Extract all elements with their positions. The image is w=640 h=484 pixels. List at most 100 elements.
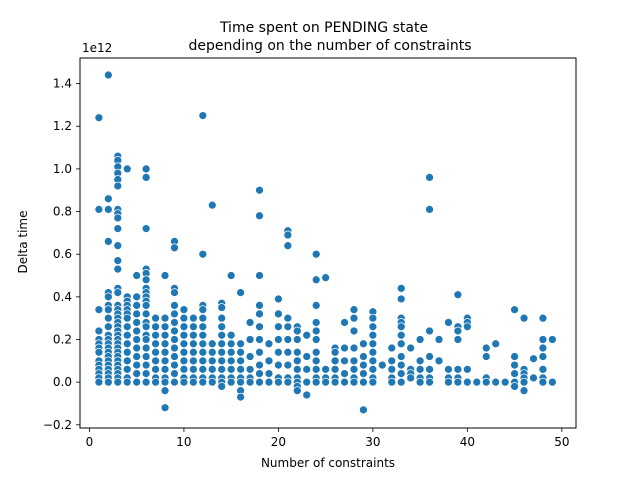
scatter-point <box>160 313 170 323</box>
scatter-point <box>283 322 293 332</box>
scatter-point <box>368 339 378 349</box>
scatter-point <box>113 241 123 251</box>
scatter-point <box>481 343 491 353</box>
y-tick-label: 0.6 <box>53 247 72 261</box>
scatter-point <box>151 339 160 349</box>
scatter-point <box>103 322 113 332</box>
scatter-point <box>217 382 227 391</box>
scatter-point <box>425 173 434 182</box>
scatter-point <box>311 301 321 310</box>
scatter-point <box>292 356 302 366</box>
scatter-point <box>113 256 123 265</box>
scatter-point <box>349 313 359 323</box>
scatter-point <box>245 318 255 327</box>
scatter-point <box>453 290 463 300</box>
scatter-point <box>311 249 321 259</box>
scatter-point <box>198 339 208 349</box>
scatter-point <box>255 301 264 310</box>
scatter-point <box>103 305 113 315</box>
scatter-point <box>396 330 406 340</box>
scatter-point <box>236 356 245 366</box>
scatter-point <box>396 294 406 304</box>
scatter-point <box>103 292 113 302</box>
scatter-point <box>340 356 349 366</box>
scatter-point <box>132 343 142 353</box>
scatter-point <box>311 326 321 336</box>
scatter-point <box>207 356 217 366</box>
scatter-point <box>255 360 264 370</box>
scatter-point <box>292 347 302 357</box>
scatter-point <box>462 364 472 374</box>
scatter-point <box>274 322 283 332</box>
axis-ticks: 0 10 20 30 40 50 −0.2 0.0 0.2 0.4 0.6 0.8 1.0 1.2 1.4 <box>43 77 570 449</box>
scatter-point <box>170 369 179 378</box>
scatter-point <box>368 377 378 387</box>
scatter-point <box>519 386 529 396</box>
scatter-point <box>132 292 142 302</box>
scatter-point <box>94 113 104 123</box>
scatter-point <box>141 322 151 332</box>
x-tick-label: 10 <box>176 435 191 449</box>
scatter-point <box>538 364 548 374</box>
scatter-point <box>198 111 208 120</box>
scatter-point <box>198 356 208 366</box>
scatter-point <box>274 294 283 304</box>
scatter-point <box>274 360 283 370</box>
scatter-point <box>122 322 132 332</box>
scatter-point <box>359 405 368 415</box>
scatter-point <box>94 205 104 214</box>
scatter-point <box>311 347 321 357</box>
scatter-point <box>226 364 236 374</box>
scatter-point <box>103 205 113 214</box>
scatter-point <box>444 364 453 374</box>
scatter-point <box>481 352 491 361</box>
scatter-point <box>188 313 198 323</box>
scatter-point <box>217 347 227 357</box>
scatter-point <box>425 352 434 361</box>
scatter-point <box>198 364 208 374</box>
scatter-point <box>141 360 151 370</box>
scatter-point <box>415 377 425 387</box>
scatter-point <box>368 356 378 366</box>
scatter-point <box>198 249 208 259</box>
scatter-point <box>377 360 387 370</box>
x-tick-label: 30 <box>365 435 380 449</box>
scatter-point <box>330 356 340 366</box>
scatter-point <box>207 364 217 374</box>
scatter-point <box>359 339 368 349</box>
scatter-point <box>340 343 349 353</box>
scatter-point <box>188 347 198 357</box>
scatter-point <box>141 301 151 310</box>
scatter-point <box>434 335 444 344</box>
y-offset-label: 1e12 <box>82 41 112 55</box>
scatter-point <box>368 347 378 357</box>
scatter-point <box>311 364 321 374</box>
scatter-point <box>160 330 170 340</box>
scatter-point <box>311 335 321 344</box>
y-axis-label: Delta time <box>16 211 30 274</box>
scatter-point <box>548 335 557 344</box>
scatter-point <box>151 313 160 323</box>
scatter-point <box>151 377 160 387</box>
scatter-point <box>274 309 283 319</box>
scatter-point <box>491 339 501 349</box>
scatter-point <box>113 224 123 233</box>
scatter-point <box>198 313 208 323</box>
scatter-point <box>396 322 406 332</box>
scatter-point <box>179 364 189 374</box>
scatter-point <box>283 241 293 251</box>
scatter-point <box>283 335 293 344</box>
scatter-point <box>236 288 245 297</box>
scatter-point <box>396 352 406 361</box>
scatter-point <box>406 373 416 383</box>
scatter-point <box>255 309 264 319</box>
scatter-point <box>113 181 123 191</box>
scatter-point <box>132 352 142 361</box>
scatter-point <box>302 330 312 340</box>
scatter-point <box>255 322 264 332</box>
scatter-point <box>368 322 378 332</box>
scatter-point <box>170 335 179 344</box>
scatter-point <box>396 377 406 387</box>
scatter-point <box>245 335 255 344</box>
scatter-point <box>122 313 132 323</box>
